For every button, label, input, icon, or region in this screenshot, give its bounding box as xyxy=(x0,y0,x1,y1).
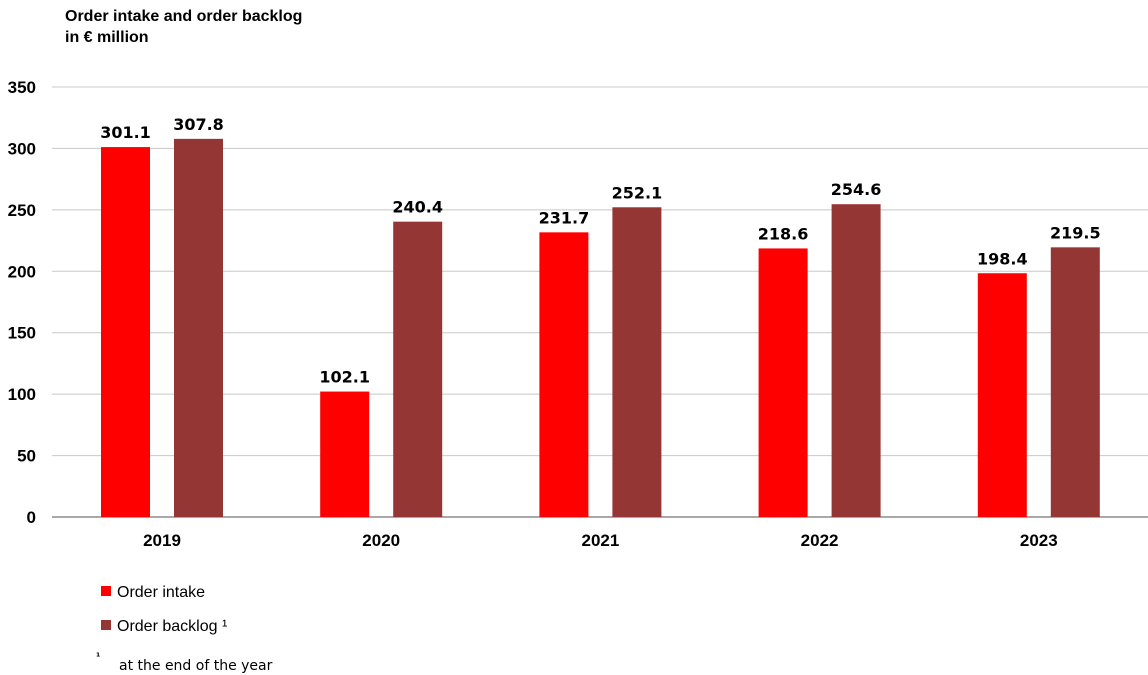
bar-order-intake-2019 xyxy=(101,147,150,517)
data-label: 307.8 xyxy=(173,115,224,134)
footnote-text: at the end of the year xyxy=(119,658,273,674)
y-tick-label: 100 xyxy=(8,385,36,404)
bar-order-intake-2020 xyxy=(320,391,370,517)
legend-label-order-backlog: Order backlog ¹ xyxy=(117,618,227,635)
data-label: 219.5 xyxy=(1050,223,1101,242)
x-tick-label: 2022 xyxy=(801,531,839,550)
x-axis: 2019 2020 2021 2022 2023 xyxy=(143,531,1058,550)
legend: Order intake Order backlog ¹ xyxy=(101,584,227,635)
data-label: 240.4 xyxy=(392,198,443,217)
data-label: 254.6 xyxy=(831,180,882,199)
data-label: 218.6 xyxy=(758,224,809,243)
chart-title: Order intake and order backlog xyxy=(65,8,302,25)
x-tick-label: 2023 xyxy=(1020,531,1058,550)
legend-swatch-order-intake xyxy=(101,586,111,596)
y-axis: 0 50 100 150 200 250 300 350 xyxy=(8,78,1148,527)
data-label: 301.1 xyxy=(100,123,151,142)
gridlines xyxy=(52,86,1148,457)
bar-order-intake-2021 xyxy=(539,232,589,517)
footnote: ¹ at the end of the year xyxy=(96,652,273,674)
bar-order-backlog-2021 xyxy=(612,207,662,517)
data-label: 102.1 xyxy=(319,368,370,387)
y-tick-label: 200 xyxy=(8,262,36,281)
legend-swatch-order-backlog xyxy=(101,620,111,630)
data-label: 231.7 xyxy=(539,208,590,227)
x-tick-label: 2021 xyxy=(581,531,619,550)
y-tick-label: 150 xyxy=(8,324,36,343)
data-labels: 301.1 307.8 102.1 240.4 231.7 252.1 218.6 254.6… xyxy=(100,115,1100,387)
y-tick-label: 350 xyxy=(8,78,36,97)
footnote-marker: ¹ xyxy=(96,652,100,663)
bar-order-backlog-2019 xyxy=(174,138,223,518)
data-label: 198.4 xyxy=(977,249,1028,268)
legend-label-order-intake: Order intake xyxy=(117,584,205,601)
bars xyxy=(101,138,1100,518)
y-tick-label: 250 xyxy=(8,201,36,220)
chart-subtitle: in € million xyxy=(65,29,149,46)
y-tick-label: 300 xyxy=(8,139,36,158)
bar-order-intake-2023 xyxy=(977,273,1027,517)
x-tick-label: 2020 xyxy=(362,531,400,550)
bar-order-backlog-2022 xyxy=(831,204,881,517)
bar-order-backlog-2020 xyxy=(393,221,443,517)
data-label: 252.1 xyxy=(612,183,663,202)
y-tick-label: 50 xyxy=(17,447,36,466)
x-tick-label: 2019 xyxy=(143,531,181,550)
bar-order-backlog-2023 xyxy=(1050,247,1100,518)
y-tick-label: 0 xyxy=(27,508,36,527)
bar-order-intake-2022 xyxy=(758,248,808,518)
